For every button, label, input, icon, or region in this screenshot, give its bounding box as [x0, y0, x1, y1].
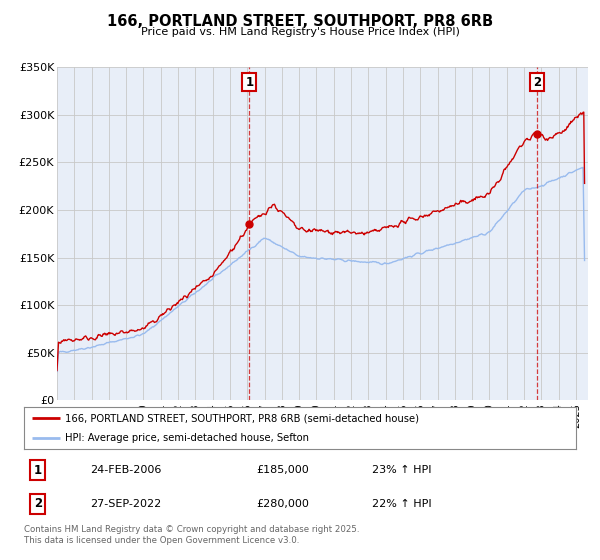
- Text: 24-FEB-2006: 24-FEB-2006: [90, 465, 161, 475]
- Text: 23% ↑ HPI: 23% ↑ HPI: [372, 465, 431, 475]
- Text: HPI: Average price, semi-detached house, Sefton: HPI: Average price, semi-detached house,…: [65, 433, 310, 443]
- Text: £185,000: £185,000: [256, 465, 308, 475]
- Text: Contains HM Land Registry data © Crown copyright and database right 2025.
This d: Contains HM Land Registry data © Crown c…: [24, 525, 359, 545]
- Text: 2: 2: [533, 76, 541, 88]
- Text: 1: 1: [245, 76, 253, 88]
- Text: Price paid vs. HM Land Registry's House Price Index (HPI): Price paid vs. HM Land Registry's House …: [140, 27, 460, 37]
- Text: 22% ↑ HPI: 22% ↑ HPI: [372, 499, 431, 508]
- Text: £280,000: £280,000: [256, 499, 309, 508]
- Text: 2: 2: [34, 497, 42, 510]
- Text: 166, PORTLAND STREET, SOUTHPORT, PR8 6RB (semi-detached house): 166, PORTLAND STREET, SOUTHPORT, PR8 6RB…: [65, 413, 419, 423]
- Text: 27-SEP-2022: 27-SEP-2022: [90, 499, 161, 508]
- Text: 166, PORTLAND STREET, SOUTHPORT, PR8 6RB: 166, PORTLAND STREET, SOUTHPORT, PR8 6RB: [107, 14, 493, 29]
- Text: 1: 1: [34, 464, 42, 477]
